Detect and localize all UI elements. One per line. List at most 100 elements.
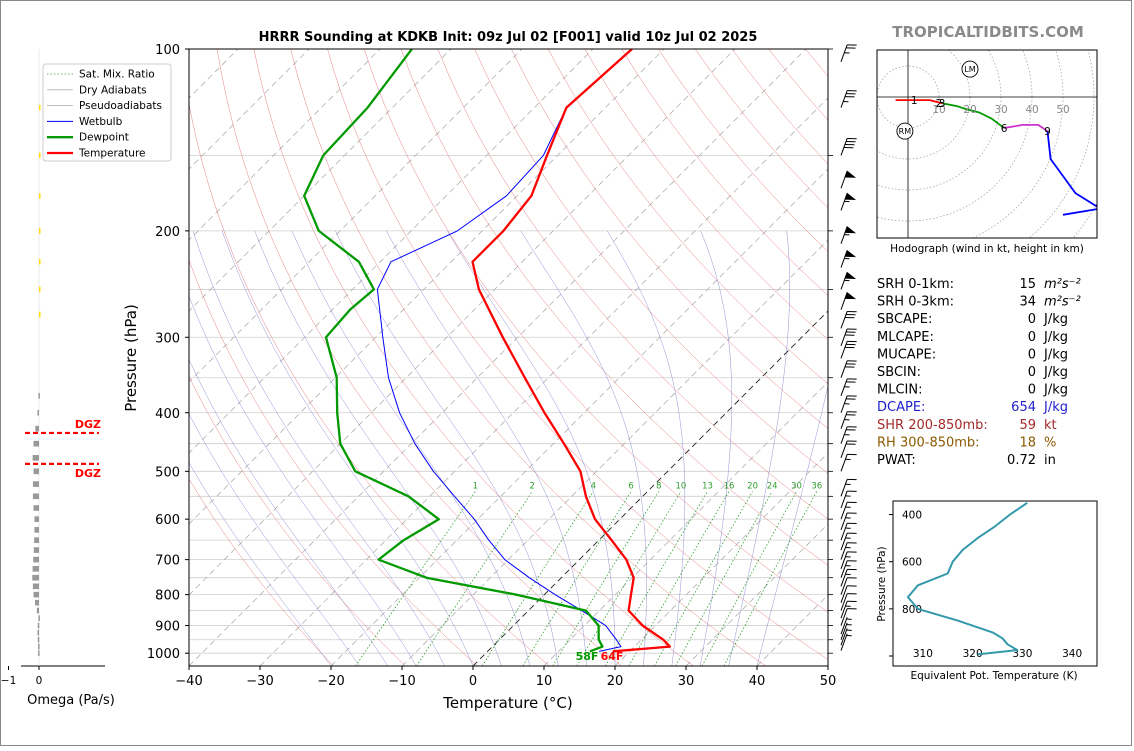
surface-temperature-label: 64F: [601, 650, 624, 663]
legend-item: Sat. Mix. Ratio: [79, 69, 155, 81]
stat-label: MLCIN:: [877, 383, 922, 398]
isotherm: [189, 49, 806, 666]
y-tick-label: 500: [155, 465, 180, 480]
wind-barb-flag: [845, 273, 854, 279]
wind-barb: [841, 311, 857, 328]
wind-barb-flag: [845, 194, 854, 200]
dry-adiabat: [328, 49, 838, 666]
wind-barbs: [841, 45, 857, 651]
hodograph-height-label: 3: [939, 98, 946, 110]
mixing-ratio-label: 30: [791, 482, 802, 492]
wind-barb-staff: [841, 601, 847, 618]
omega-bar: [37, 630, 39, 636]
legend-item: Dry Adiabats: [79, 84, 147, 96]
dgz-label: DGZ: [75, 418, 101, 431]
stat-unit: m²s⁻²: [1044, 295, 1081, 310]
omega-bar: [39, 193, 41, 199]
stat-label: DCAPE:: [877, 400, 925, 415]
wind-barb: [841, 361, 857, 378]
omega-bar: [39, 228, 41, 234]
stat-label: SRH 0-3km:: [877, 295, 954, 310]
surface-dewpoint-label: 58F: [576, 650, 599, 663]
omega-bar: [38, 393, 40, 399]
stat-value: 59: [1019, 418, 1036, 433]
stat-unit: J/kg: [1043, 365, 1068, 380]
brand-logo[interactable]: TROPICALTIDBITS.COM: [892, 23, 1084, 41]
dewpoint-trace: [304, 49, 602, 651]
x-tick-label: 50: [820, 674, 837, 689]
wind-barb: [841, 227, 855, 244]
y-tick-label: 200: [155, 225, 180, 240]
stat-value: 654: [1011, 400, 1036, 415]
dry-adiabat: [438, 49, 1054, 666]
isotherm: [828, 49, 1133, 666]
omega-bar: [35, 426, 39, 432]
y-tick-label: 100: [155, 43, 180, 58]
stat-value: 34: [1019, 295, 1036, 310]
y-tick-label: 1000: [147, 647, 180, 662]
dgz-label: DGZ: [75, 467, 101, 480]
stat-value: 18: [1019, 435, 1036, 450]
omega-bar: [33, 481, 39, 487]
pseudoadiabat: [607, 231, 685, 666]
stat-label: SRH 0-1km:: [877, 277, 954, 292]
x-tick-label: −40: [175, 674, 202, 689]
stat-value: 15: [1019, 277, 1036, 292]
stat-unit: J/kg: [1043, 383, 1068, 398]
pseudoadiabat: [193, 231, 445, 666]
omega-bar: [34, 516, 39, 522]
wind-barb-flag: [845, 293, 854, 299]
wind-barb: [841, 251, 855, 268]
wind-barb-staff: [841, 561, 847, 578]
stat-unit: in: [1044, 453, 1056, 468]
isotherm: [260, 49, 877, 666]
y-tick-label: 300: [155, 331, 180, 346]
wind-barb-flag: [845, 171, 854, 177]
x-tick-label: 40: [749, 674, 766, 689]
mixing-ratio-label: 36: [811, 482, 822, 492]
omega-bar: [38, 644, 40, 650]
wind-barb: [841, 45, 857, 62]
omega-bar: [37, 608, 39, 614]
theta-e-xlabel: Equivalent Pot. Temperature (K): [910, 670, 1077, 682]
mixing-ratio-label: 8: [656, 482, 661, 492]
x-tick-label: −10: [388, 674, 415, 689]
mixing-ratio-label: 13: [702, 482, 713, 492]
wind-barb-staff: [841, 586, 847, 603]
omega-bar: [35, 600, 39, 606]
stat-label: SBCAPE:: [877, 312, 932, 327]
hodograph-ring-label: 30: [994, 104, 1007, 116]
stat-value: 0: [1028, 347, 1036, 362]
omega-bar: [38, 650, 40, 656]
theta-e-ylabel: Pressure (hPa): [876, 546, 888, 621]
stat-unit: J/kg: [1043, 347, 1068, 362]
wind-barb: [841, 412, 857, 429]
hodograph-height-label: 1: [911, 95, 918, 107]
omega-bar: [39, 312, 41, 318]
wind-barb: [841, 379, 857, 396]
wind-barb-staff: [841, 609, 847, 626]
y-tick-label: 600: [155, 513, 180, 528]
omega-tick-label: 0: [36, 675, 43, 687]
omega-bar: [34, 505, 39, 511]
omega-bar: [39, 105, 41, 111]
omega-bar: [39, 153, 41, 159]
pseudoadiabat: [292, 231, 530, 666]
omega-bar: [33, 566, 39, 572]
omega-xlabel: Omega (Pa/s): [27, 693, 115, 708]
omega-bar: [37, 410, 39, 416]
stat-unit: J/kg: [1043, 312, 1068, 327]
skewt-series: [304, 49, 670, 651]
omega-bar: [33, 583, 39, 589]
wind-barb: [841, 502, 857, 519]
y-tick-label: 900: [155, 620, 180, 635]
skewt-xlabel: Temperature (°C): [442, 694, 572, 712]
stat-value: 0: [1028, 312, 1036, 327]
omega-bar: [34, 547, 39, 553]
